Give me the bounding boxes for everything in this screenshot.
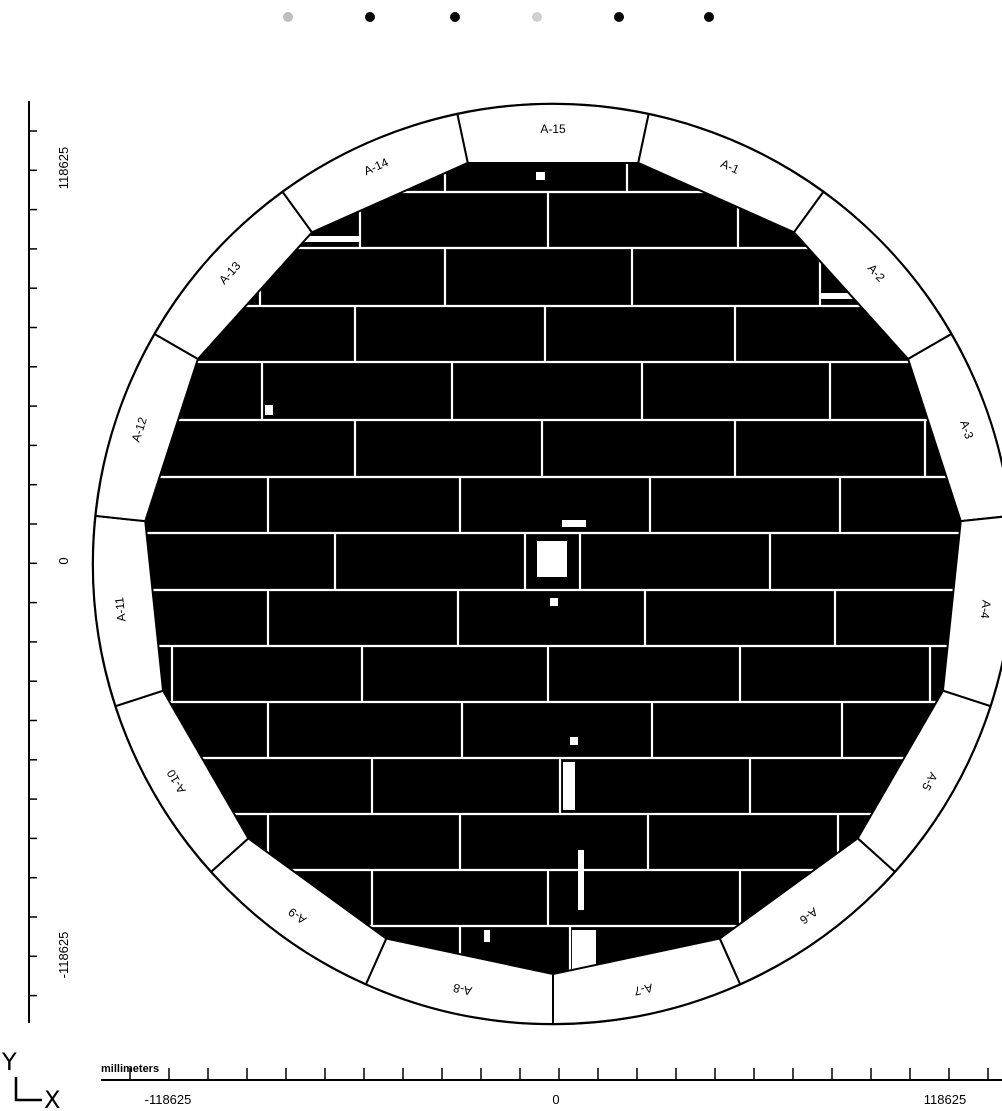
reference-mark: [572, 930, 596, 970]
x-axis-letter: X: [44, 1086, 60, 1111]
segment-label: A-7: [633, 981, 654, 999]
x-tick-label-right: 118625: [924, 1092, 966, 1107]
faint-dot-icon: [283, 12, 293, 22]
x-tick-label-zero: 0: [552, 1092, 559, 1107]
die-specks: [265, 172, 860, 970]
segment-label: A-4: [978, 599, 994, 619]
indicator-dots: [283, 12, 714, 22]
segment-label: A-11: [112, 596, 129, 622]
axis-corner-icon: [14, 1077, 42, 1102]
reference-mark: [537, 541, 567, 577]
die-grid-lines: [145, 163, 961, 974]
y-axis-letter: Y: [1, 1048, 17, 1076]
x-axis: millimeters -118625 0 118625: [101, 1063, 1002, 1107]
x-tick-label-left: -118625: [145, 1092, 192, 1107]
reference-mark: [265, 405, 273, 415]
reference-mark: [820, 293, 860, 299]
reference-mark: [562, 520, 586, 527]
reference-mark: [578, 850, 584, 910]
reference-mark: [570, 737, 578, 745]
y-tick-label-bottom: -118625: [56, 932, 71, 979]
dot-icon: [704, 12, 714, 22]
reference-mark: [550, 598, 558, 606]
segment-a-14: [281, 112, 469, 234]
dot-icon: [450, 12, 460, 22]
segment-label: A-15: [540, 122, 566, 136]
reference-mark: [300, 236, 360, 242]
reference-mark: [536, 172, 545, 180]
y-axis-ticks: [29, 130, 37, 997]
y-axis: 118625 0 -118625: [28, 101, 71, 1023]
wafer: A-15A-1A-2A-3A-4A-5A-6A-7A-8A-9A-10A-11A…: [91, 102, 1002, 1026]
dot-icon: [614, 12, 624, 22]
segment-label: A-8: [452, 981, 473, 999]
y-tick-label-zero: 0: [56, 557, 71, 564]
y-tick-label-top: 118625: [56, 147, 71, 189]
x-axis-ticks: [129, 1068, 989, 1080]
segment-ring: A-15A-1A-2A-3A-4A-5A-6A-7A-8A-9A-10A-11A…: [91, 102, 1002, 1026]
faint-dot-icon: [532, 12, 542, 22]
segment-label: A-3: [957, 419, 976, 441]
dot-icon: [365, 12, 375, 22]
reference-mark: [484, 930, 490, 942]
die-field: [145, 163, 961, 974]
axis-orientation-indicator: Y X: [1, 1048, 60, 1111]
reference-mark: [563, 762, 575, 810]
